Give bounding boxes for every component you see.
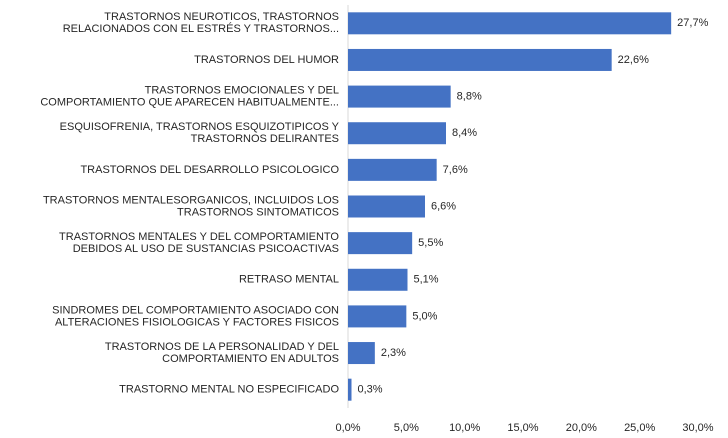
bar xyxy=(348,305,407,328)
value-label: 5,0% xyxy=(412,310,437,322)
bar xyxy=(348,268,408,291)
y-tick-label-line: COMPORTAMIENTO QUE APARECEN HABITUALMENT… xyxy=(40,96,339,108)
y-tick-label-line: ESQUISOFRENIA, TRASTORNOS ESQUIZOTIPICOS… xyxy=(60,121,340,133)
y-tick-label: TRASTORNOS DEL HUMOR xyxy=(194,54,339,66)
bar xyxy=(348,158,437,181)
x-tick-label: 10,0% xyxy=(449,422,480,434)
value-label: 27,7% xyxy=(677,17,708,29)
bar xyxy=(348,12,672,35)
value-label: 22,6% xyxy=(618,54,649,66)
y-tick-label-line: ALTERACIONES FISIOLOGICAS Y FACTORES FIS… xyxy=(55,316,339,328)
x-tick-label: 0,0% xyxy=(335,422,360,434)
value-label: 5,5% xyxy=(418,237,443,249)
y-tick-label-line: RETRASO MENTAL xyxy=(239,274,339,286)
y-tick-label-line: TRASTORNO MENTAL NO ESPECIFICADO xyxy=(119,384,339,396)
x-tick-label: 20,0% xyxy=(566,422,597,434)
y-tick-label: SINDROMES DEL COMPORTAMIENTO ASOCIADO CO… xyxy=(52,304,339,328)
bar xyxy=(348,378,352,401)
bar xyxy=(348,48,612,71)
y-tick-label-line: TRASTORNOS DEL HUMOR xyxy=(194,54,339,66)
value-label: 7,6% xyxy=(443,164,468,176)
y-tick-label-line: TRASTORNOS NEUROTICOS, TRASTORNOS xyxy=(104,11,339,23)
y-tick-label-line: SINDROMES DEL COMPORTAMIENTO ASOCIADO CO… xyxy=(52,304,339,316)
y-tick-label-line: TRASTORNOS DE LA PERSONALIDAD Y DEL xyxy=(105,341,339,353)
y-tick-label-line: TRASTORNOS MENTALESORGANICOS, INCLUIDOS … xyxy=(43,194,339,206)
y-tick-label-line: TRASTORNOS EMOCIONALES Y DEL xyxy=(145,84,339,96)
x-tick-label: 15,0% xyxy=(507,422,538,434)
y-tick-label: RETRASO MENTAL xyxy=(239,274,339,286)
bar xyxy=(348,85,451,108)
value-label: 5,1% xyxy=(414,274,439,286)
bar xyxy=(348,122,446,145)
bar xyxy=(348,342,375,365)
bar xyxy=(348,195,425,218)
value-label: 8,4% xyxy=(452,127,477,139)
y-tick-label: TRASTORNOS NEUROTICOS, TRASTORNOSRELACIO… xyxy=(63,11,339,35)
y-tick-label-line: TRASTORNOS DEL DESARROLLO PSICOLOGICO xyxy=(80,164,339,176)
x-tick-label: 30,0% xyxy=(682,422,713,434)
y-tick-label: TRASTORNOS EMOCIONALES Y DELCOMPORTAMIEN… xyxy=(40,84,339,108)
bar xyxy=(348,232,413,255)
value-label: 8,8% xyxy=(457,90,482,102)
y-tick-label-line: DEBIDOS AL USO DE SUSTANCIAS PSICOACTIVA… xyxy=(73,243,339,255)
y-tick-label-line: TRASTORNOS DELIRANTES xyxy=(191,133,339,145)
x-tick-label: 5,0% xyxy=(394,422,419,434)
y-tick-label: TRASTORNO MENTAL NO ESPECIFICADO xyxy=(119,384,339,396)
y-tick-label: ESQUISOFRENIA, TRASTORNOS ESQUIZOTIPICOS… xyxy=(60,121,340,145)
x-tick-label: 25,0% xyxy=(624,422,655,434)
y-tick-label-line: RELACIONADOS CON EL ESTRÉS Y TRASTORNOS.… xyxy=(63,22,339,35)
value-label: 2,3% xyxy=(381,347,406,359)
y-tick-label-line: TRASTORNOS SINTOMATICOS xyxy=(177,206,339,218)
y-tick-label: TRASTORNOS MENTALESORGANICOS, INCLUIDOS … xyxy=(43,194,339,218)
y-tick-label: TRASTORNOS MENTALES Y DEL COMPORTAMIENTO… xyxy=(59,231,339,255)
y-tick-label-line: COMPORTAMIENTO EN ADULTOS xyxy=(162,353,339,365)
y-tick-label-line: TRASTORNOS MENTALES Y DEL COMPORTAMIENTO xyxy=(59,231,339,243)
y-tick-label: TRASTORNOS DE LA PERSONALIDAD Y DELCOMPO… xyxy=(105,341,339,365)
y-tick-label: TRASTORNOS DEL DESARROLLO PSICOLOGICO xyxy=(80,164,339,176)
value-label: 0,3% xyxy=(358,384,383,396)
value-label: 6,6% xyxy=(431,200,456,212)
